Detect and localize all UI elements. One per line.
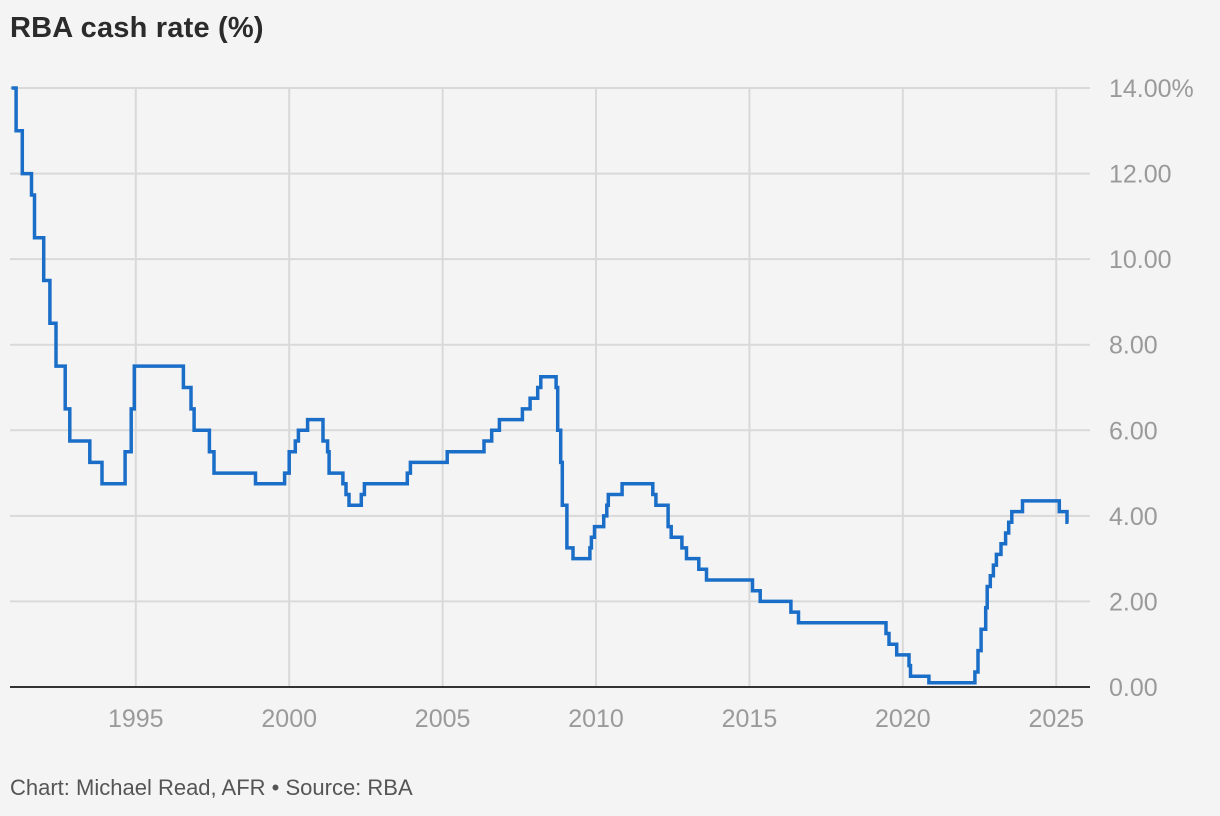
y-tick-label: 12.00 [1109,161,1172,189]
y-tick-label: 14.00% [1109,75,1194,103]
chart-source-credit: Chart: Michael Read, AFR • Source: RBA [10,775,413,800]
x-tick-label: 2005 [415,705,471,733]
x-tick-label: 1995 [108,705,164,733]
x-tick-label: 2015 [722,705,778,733]
y-tick-label: 2.00 [1109,588,1158,616]
x-tick-label: 2010 [568,705,624,733]
y-tick-label: 4.00 [1109,503,1158,531]
x-tick-label: 2020 [875,705,931,733]
x-tick-label: 2000 [261,705,317,733]
tick-labels: 0.00 2.00 4.00 6.00 8.00 10.00 12.00 14.00% 1995… [108,75,1194,733]
y-tick-label: 6.00 [1109,417,1158,445]
gridlines [10,87,1090,687]
x-tick-label: 2025 [1028,705,1084,733]
y-tick-label: 0.00 [1109,674,1158,702]
chart-title: RBA cash rate (%) [10,12,264,44]
y-tick-label: 8.00 [1109,332,1158,360]
y-tick-label: 10.00 [1109,246,1172,274]
cash-rate-series-line [11,86,1069,685]
